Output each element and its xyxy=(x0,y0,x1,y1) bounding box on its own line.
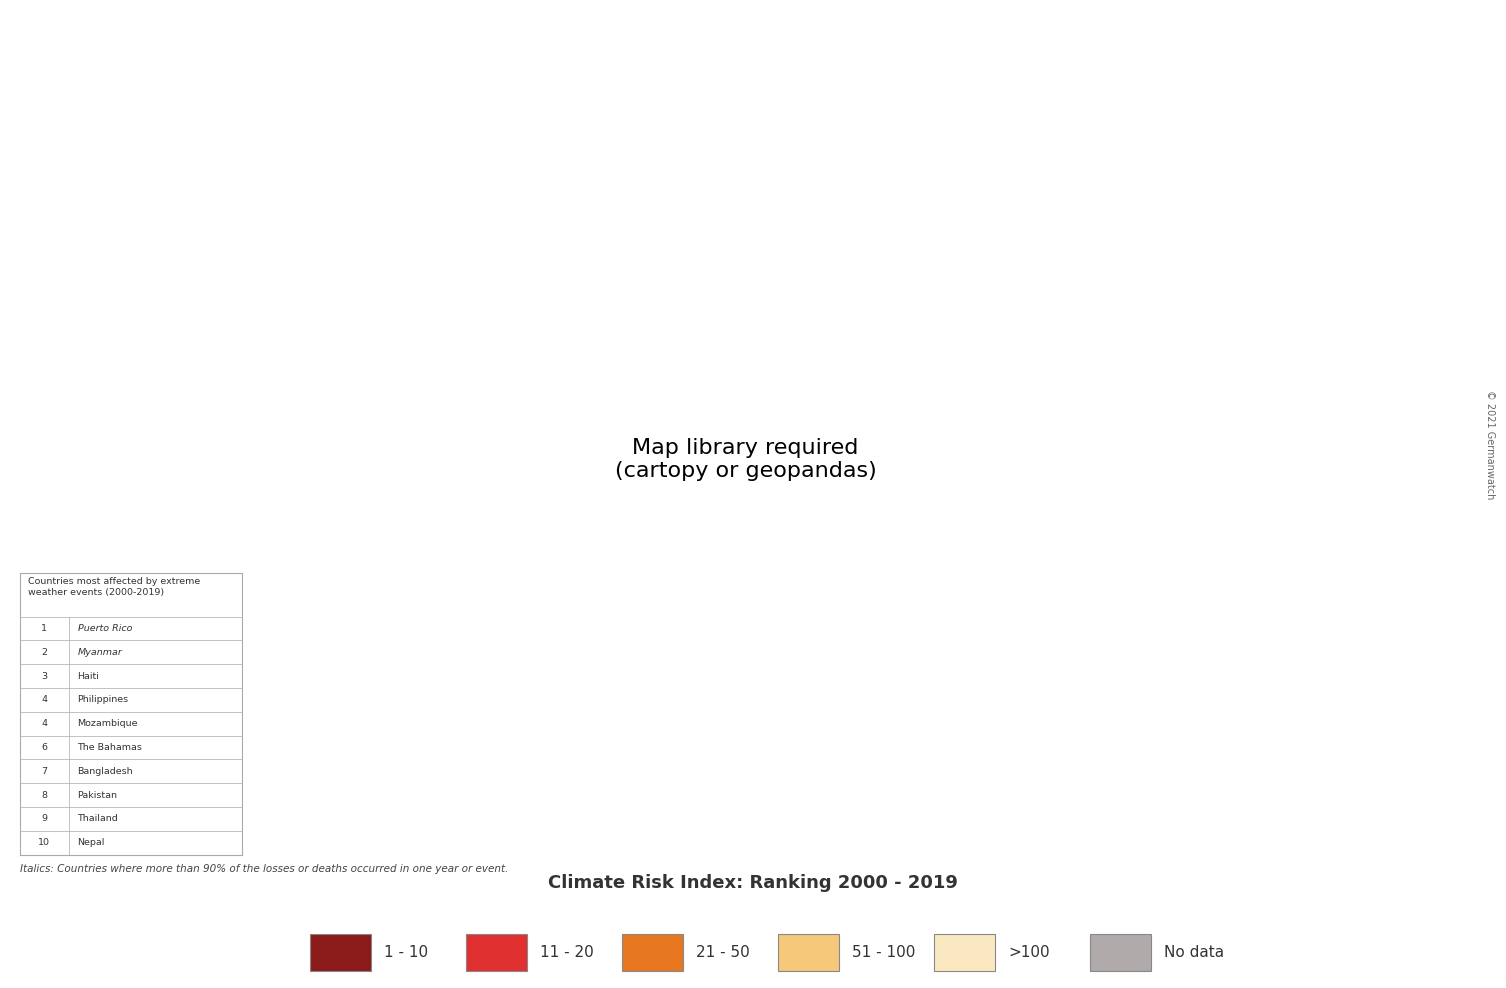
FancyBboxPatch shape xyxy=(779,934,839,971)
Text: Philippines: Philippines xyxy=(77,696,128,704)
Text: Mozambique: Mozambique xyxy=(77,719,139,728)
Text: 2: 2 xyxy=(41,648,47,657)
Text: 1 - 10: 1 - 10 xyxy=(384,945,428,960)
Text: 10: 10 xyxy=(38,838,50,848)
Text: Climate Risk Index: Ranking 2000 - 2019: Climate Risk Index: Ranking 2000 - 2019 xyxy=(548,874,958,892)
Text: Map library required
(cartopy or geopandas): Map library required (cartopy or geopand… xyxy=(614,438,876,481)
Text: Nepal: Nepal xyxy=(77,838,105,848)
Text: 7: 7 xyxy=(41,767,47,776)
Text: Bangladesh: Bangladesh xyxy=(77,767,133,776)
Text: 3: 3 xyxy=(41,672,47,681)
Text: Thailand: Thailand xyxy=(77,814,119,823)
Text: © 2021 Germanwatch: © 2021 Germanwatch xyxy=(1485,390,1495,499)
FancyBboxPatch shape xyxy=(310,934,372,971)
Text: Countries most affected by extreme
weather events (2000-2019): Countries most affected by extreme weath… xyxy=(29,577,200,597)
Text: Pakistan: Pakistan xyxy=(77,790,117,799)
Text: Myanmar: Myanmar xyxy=(77,648,122,657)
Text: >100: >100 xyxy=(1008,945,1050,960)
FancyBboxPatch shape xyxy=(934,934,995,971)
FancyBboxPatch shape xyxy=(1090,934,1152,971)
Text: 1: 1 xyxy=(41,624,47,633)
Text: Haiti: Haiti xyxy=(77,672,99,681)
Text: 6: 6 xyxy=(41,743,47,752)
Text: Puerto Rico: Puerto Rico xyxy=(77,624,133,633)
Text: 51 - 100: 51 - 100 xyxy=(852,945,916,960)
Text: 11 - 20: 11 - 20 xyxy=(541,945,593,960)
Text: 8: 8 xyxy=(41,790,47,799)
Text: 21 - 50: 21 - 50 xyxy=(696,945,750,960)
Text: No data: No data xyxy=(1164,945,1224,960)
Text: Italics: Countries where more than 90% of the losses or deaths occurred in one y: Italics: Countries where more than 90% o… xyxy=(20,864,508,874)
Text: 9: 9 xyxy=(41,814,47,823)
FancyBboxPatch shape xyxy=(467,934,527,971)
FancyBboxPatch shape xyxy=(622,934,684,971)
Text: 4: 4 xyxy=(41,719,47,728)
Text: 4: 4 xyxy=(41,696,47,704)
Text: The Bahamas: The Bahamas xyxy=(77,743,143,752)
